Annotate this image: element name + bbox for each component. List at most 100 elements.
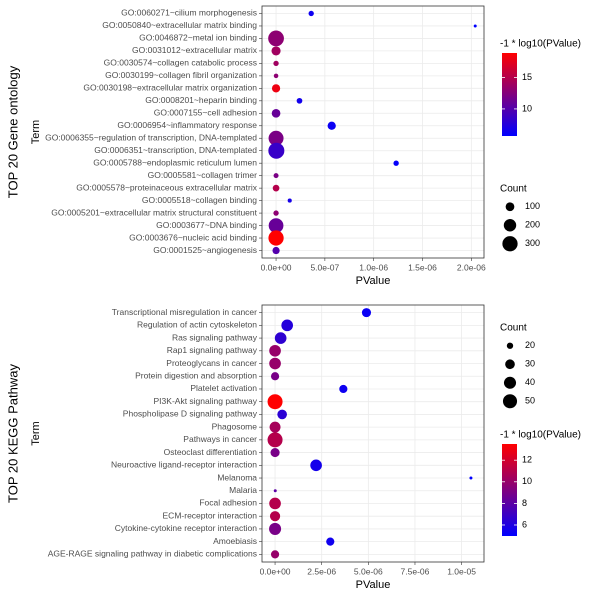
size-legend-key (502, 236, 518, 252)
color-bar-label: 10 (522, 103, 532, 113)
color-legend-title: -1 * log10(PValue) (500, 430, 581, 441)
color-bar-label: 10 (522, 476, 532, 486)
plot-border (261, 5, 485, 259)
color-bar-label: 6 (522, 519, 527, 529)
size-legend-key (505, 359, 515, 370)
bubble (277, 409, 287, 420)
x-tick-label: 1.0e-05 (447, 566, 476, 576)
y-tick-label: GO:0005788~endoplasmic reticulum lumen (93, 157, 257, 167)
y-tick-label: GO:0003677~DNA binding (156, 220, 257, 230)
panel-title: TOP 20 KEGG Pathway (5, 364, 20, 503)
y-tick-label: GO:0006355~regulation of transcription, … (45, 132, 257, 142)
bubble (268, 230, 284, 246)
bubble (296, 97, 303, 104)
y-tick-label: Platelet activation (190, 383, 257, 393)
y-tick-label: Rap1 signaling pathway (167, 345, 258, 355)
bubble (271, 108, 281, 118)
y-tick-label: AGE-RAGE signaling pathway in diabetic c… (48, 549, 257, 559)
x-tick-label: 7.5e-06 (401, 566, 430, 576)
x-tick-label: 2.5e-06 (307, 566, 336, 576)
bubble (273, 73, 279, 79)
bubble (281, 319, 294, 332)
color-bar (502, 53, 517, 136)
y-tick-label: Melanoma (217, 472, 257, 482)
size-legend-label: 40 (525, 377, 535, 387)
y-tick-label: GO:0006351~transcription, DNA-templated (94, 145, 257, 155)
bubble (268, 130, 284, 146)
size-legend-title: Count (500, 184, 527, 195)
bubble (393, 160, 399, 166)
bubble (269, 497, 281, 510)
y-tick-label: GO:0003676~nucleic acid binding (129, 232, 257, 242)
y-tick-label: GO:0007155~cell adhesion (154, 108, 258, 118)
size-legend-label: 100 (525, 201, 540, 211)
y-tick-label: Malaria (229, 485, 257, 495)
bubble (271, 84, 281, 93)
bubble (273, 60, 279, 67)
x-tick-label: 5.0e-06 (354, 566, 383, 576)
y-tick-label: Phospholipase D signaling pathway (123, 409, 258, 419)
y-tick-label: GO:0008201~heparin binding (145, 95, 257, 105)
color-bar (502, 444, 517, 536)
bubble (469, 476, 473, 480)
y-tick-label: Neuroactive ligand-receptor interaction (111, 460, 257, 470)
size-legend-label: 20 (525, 340, 535, 350)
y-tick-label: GO:0005518~collagen binding (142, 195, 257, 205)
size-legend-key (503, 376, 517, 389)
bubble (361, 308, 372, 318)
size-legend-label: 300 (525, 238, 540, 248)
y-axis-title: Term (30, 421, 42, 445)
color-bar-label: 8 (522, 498, 527, 508)
x-tick-label: 1.0e-06 (359, 262, 388, 272)
size-legend-label: 30 (525, 359, 535, 369)
x-tick-label: 5.0e-07 (310, 262, 339, 272)
bubble (271, 46, 281, 56)
bubble (273, 210, 279, 216)
bubble (267, 432, 283, 448)
y-tick-label: GO:0006954~inflammatory response (117, 120, 257, 130)
size-legend-title: Count (500, 323, 527, 334)
bubble (287, 198, 292, 203)
bubble (269, 357, 281, 370)
bubble (273, 173, 279, 179)
y-tick-label: Amoebiasis (213, 536, 257, 546)
y-tick-label: Protein digestion and absorption (135, 370, 257, 380)
size-legend-key (506, 342, 514, 349)
bubble (310, 459, 322, 472)
bubble (269, 421, 281, 433)
bubble (268, 30, 284, 47)
y-tick-label: Focal adhesion (199, 498, 257, 508)
y-tick-label: GO:0060271~cilium morphogenesis (121, 8, 257, 18)
bubble (326, 537, 335, 546)
x-axis-title: PValue (356, 275, 391, 287)
y-tick-label: PI3K-Akt signaling pathway (154, 396, 258, 406)
bubble (268, 218, 284, 233)
bubble (268, 142, 285, 159)
y-tick-label: Osteoclast differentiation (164, 447, 258, 457)
bubble (269, 522, 282, 535)
bubble (473, 24, 477, 28)
color-bar-label: 15 (522, 72, 532, 82)
y-tick-label: Cytokine-cytokine receptor interaction (115, 523, 257, 533)
size-legend-key (503, 219, 517, 232)
bubble (272, 184, 280, 192)
y-tick-label: GO:0031012~extracellular matrix (132, 45, 258, 55)
plot-border (261, 304, 485, 563)
x-axis-title: PValue (356, 579, 391, 591)
y-tick-label: Phagosome (212, 421, 258, 431)
y-tick-label: GO:0001525~angiogenesis (153, 245, 257, 255)
y-tick-label: GO:0005581~collagen trimer (148, 170, 258, 180)
bubble (269, 344, 281, 357)
color-legend-title: -1 * log10(PValue) (500, 39, 581, 50)
bubble (274, 332, 287, 344)
bubble (273, 489, 277, 493)
bubble (267, 394, 283, 410)
y-tick-label: GO:0050840~extracellular matrix binding (102, 20, 257, 30)
y-tick-label: GO:0005201~extracellular matrix structur… (51, 207, 257, 217)
size-legend-key (505, 202, 515, 212)
y-tick-label: Transcriptional misregulation in cancer (112, 307, 257, 317)
size-legend-label: 50 (525, 396, 535, 406)
bubble (270, 372, 280, 381)
y-tick-label: Ras signaling pathway (172, 332, 258, 342)
